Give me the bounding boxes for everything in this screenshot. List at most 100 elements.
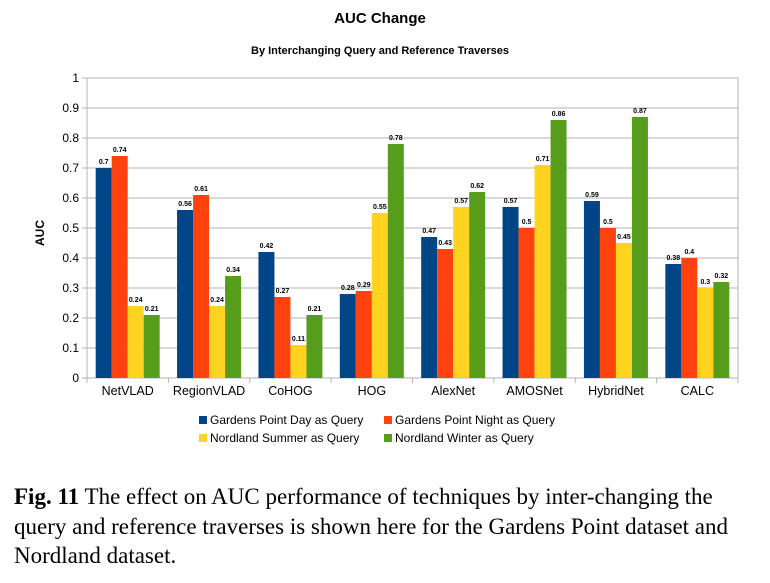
bar — [550, 120, 567, 378]
x-category-label: AMOSNet — [506, 384, 563, 398]
y-tick-label: 0.9 — [62, 101, 79, 115]
bar — [469, 192, 486, 378]
caption-text: The effect on AUC performance of techniq… — [14, 484, 728, 568]
data-label: 0.4 — [684, 249, 694, 256]
y-tick-label: 1 — [72, 71, 79, 85]
bar — [95, 168, 112, 378]
bar — [339, 294, 356, 378]
y-tick-label: 0.2 — [62, 311, 79, 325]
legend-swatch — [199, 434, 207, 442]
bar — [143, 315, 160, 378]
data-label: 0.27 — [276, 288, 290, 295]
bar — [631, 117, 648, 378]
x-category-labels: NetVLAD RegionVLAD CoHOG HOG AlexNet AMOSNet H… — [102, 384, 714, 398]
bar — [225, 276, 242, 378]
bar — [127, 306, 144, 378]
bar — [355, 291, 372, 378]
bar — [534, 165, 551, 378]
x-category-label: NetVLAD — [102, 384, 154, 398]
legend: Gardens Point Day as Query Gardens Point … — [199, 413, 555, 445]
data-label: 0.5 — [603, 219, 613, 226]
data-label: 0.21 — [308, 306, 322, 313]
data-label: 0.43 — [438, 240, 452, 247]
data-label: 0.71 — [536, 156, 550, 163]
data-label: 0.5 — [522, 219, 532, 226]
bar — [697, 288, 714, 378]
data-label: 0.57 — [504, 198, 518, 205]
data-label: 0.32 — [715, 273, 729, 280]
data-label: 0.57 — [454, 198, 468, 205]
data-label: 0.47 — [422, 228, 436, 235]
bar — [111, 156, 128, 378]
legend-label: Nordland Summer as Query — [210, 431, 359, 445]
bar — [193, 195, 210, 378]
chart-subtitle: By Interchanging Query and Reference Tra… — [251, 45, 509, 57]
x-category-label: RegionVLAD — [173, 384, 245, 398]
bar — [665, 264, 682, 378]
bar — [518, 228, 535, 378]
data-label: 0.55 — [373, 204, 387, 211]
data-label: 0.3 — [700, 279, 710, 286]
data-label: 0.29 — [357, 282, 371, 289]
y-tick-label: 0 — [72, 371, 79, 385]
bar — [453, 207, 470, 378]
bar — [290, 345, 307, 378]
legend-swatch — [384, 434, 392, 442]
bars — [95, 117, 730, 378]
bar — [209, 306, 226, 378]
y-axis-label: AUC — [33, 220, 47, 246]
bar — [387, 144, 404, 378]
bar — [599, 228, 616, 378]
bar — [306, 315, 323, 378]
data-label: 0.62 — [470, 183, 484, 190]
legend-swatch — [384, 416, 392, 424]
y-tick-label: 0.1 — [62, 341, 79, 355]
data-label: 0.59 — [585, 192, 599, 199]
bar — [274, 297, 291, 378]
legend-label: Gardens Point Night as Query — [395, 413, 555, 427]
bar — [681, 258, 698, 378]
bar — [371, 213, 388, 378]
data-labels: 0.70.740.240.210.560.610.240.340.420.270… — [99, 108, 728, 343]
y-tick-label: 0.8 — [62, 131, 79, 145]
bar — [713, 282, 730, 378]
x-category-label: AlexNet — [431, 384, 475, 398]
data-label: 0.7 — [99, 159, 109, 166]
y-tick-label: 0.3 — [62, 281, 79, 295]
bar — [502, 207, 519, 378]
chart-title: AUC Change — [334, 10, 426, 27]
bar — [437, 249, 454, 378]
data-label: 0.24 — [129, 297, 143, 304]
bar — [177, 210, 194, 378]
bar — [421, 237, 438, 378]
x-category-label: HOG — [358, 384, 386, 398]
x-category-label: HybridNet — [588, 384, 644, 398]
auc-change-chart: AUC Change By Interchanging Query and Re… — [33, 10, 739, 445]
legend-label: Gardens Point Day as Query — [210, 413, 363, 427]
data-label: 0.38 — [667, 255, 681, 262]
data-label: 0.45 — [617, 234, 631, 241]
data-label: 0.24 — [210, 297, 224, 304]
legend-swatch — [199, 416, 207, 424]
x-category-label: CALC — [681, 384, 714, 398]
bar — [258, 252, 275, 378]
data-label: 0.21 — [145, 306, 159, 313]
legend-label: Nordland Winter as Query — [395, 431, 534, 445]
data-label: 0.74 — [113, 147, 127, 154]
data-label: 0.11 — [292, 336, 305, 343]
y-tick-labels: 0 0.1 0.2 0.3 0.4 0.5 0.6 0.7 0.8 0.9 1 — [62, 71, 79, 385]
x-category-label: CoHOG — [268, 384, 312, 398]
bar — [615, 243, 632, 378]
data-label: 0.87 — [633, 108, 647, 115]
y-tick-label: 0.7 — [62, 161, 79, 175]
y-tick-label: 0.5 — [62, 221, 79, 235]
data-label: 0.78 — [389, 135, 403, 142]
data-label: 0.34 — [226, 267, 240, 274]
data-label: 0.86 — [552, 111, 566, 118]
y-tick-label: 0.4 — [62, 251, 79, 265]
data-label: 0.61 — [194, 186, 208, 193]
bar — [583, 201, 600, 378]
figure-caption: Fig. 11 The effect on AUC performance of… — [14, 482, 759, 571]
data-label: 0.42 — [260, 243, 274, 250]
y-tick-label: 0.6 — [62, 191, 79, 205]
